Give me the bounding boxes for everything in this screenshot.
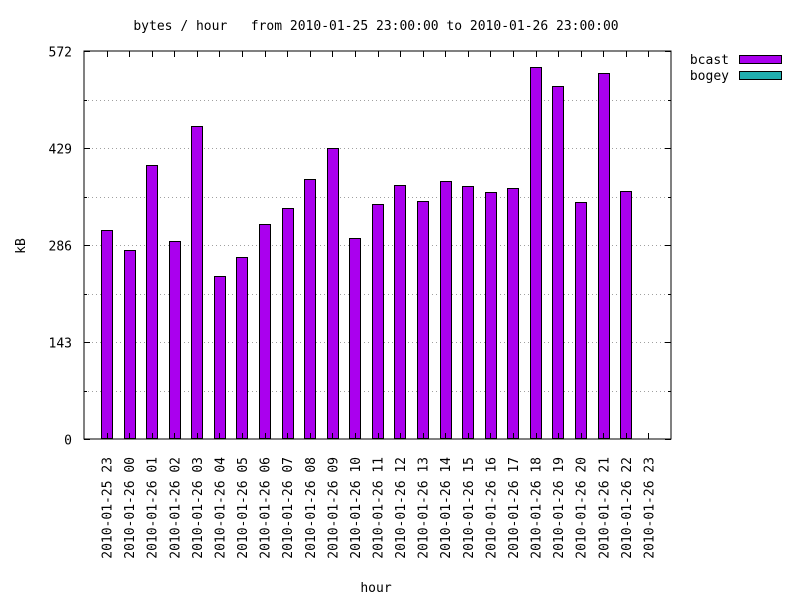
- bar-bcast: [372, 204, 384, 439]
- y-tick-label: 429: [49, 143, 72, 158]
- bar-bcast: [598, 73, 610, 439]
- x-tick-label: 2010-01-26 19: [552, 457, 567, 559]
- x-tick-label: 2010-01-26 02: [168, 457, 183, 559]
- x-tick-label: 2010-01-26 21: [597, 457, 612, 559]
- x-tick-label: 2010-01-26 13: [417, 457, 432, 559]
- x-tick-label: 2010-01-26 17: [507, 457, 522, 559]
- bar-bcast: [394, 185, 406, 439]
- bar-bcast: [327, 148, 339, 439]
- x-tick-label: 2010-01-26 16: [484, 457, 499, 559]
- x-tick-label: 2010-01-26 12: [394, 457, 409, 559]
- bar-bcast: [575, 202, 587, 439]
- bars: [101, 67, 632, 439]
- bar-bcast: [417, 201, 429, 439]
- bar-bcast: [485, 192, 497, 439]
- bar-bcast: [462, 186, 474, 439]
- bar-bcast: [530, 67, 542, 439]
- x-tick-label: 2010-01-26 23: [642, 457, 657, 559]
- y-tick-label: 0: [64, 434, 72, 449]
- x-tick-label: 2010-01-26 22: [620, 457, 635, 559]
- legend-swatch-bogey: [739, 71, 782, 80]
- bar-bcast: [620, 191, 632, 439]
- x-tick-label: 2010-01-26 14: [439, 457, 454, 559]
- y-tick-label: 286: [49, 240, 72, 255]
- chart-title: bytes / hour from 2010-01-25 23:00:00 to…: [133, 19, 618, 34]
- bar-bcast: [169, 241, 181, 439]
- x-tick-label: 2010-01-26 15: [462, 457, 477, 559]
- x-tick-label: 2010-01-26 09: [326, 457, 341, 559]
- y-tick-label: 143: [49, 337, 72, 352]
- x-tick-labels: 2010-01-25 23 2010-01-26 00 2010-01-26 01 2…: [101, 457, 658, 559]
- bar-bcast: [259, 224, 271, 439]
- bar-bcast: [236, 257, 248, 439]
- x-tick-label: 2010-01-26 04: [213, 457, 228, 559]
- bar-bcast: [214, 276, 226, 439]
- bar-bcast: [507, 188, 519, 439]
- x-tick-label: 2010-01-26 07: [281, 457, 296, 559]
- x-tick-label: 2010-01-26 10: [349, 457, 364, 559]
- bar-bcast: [304, 179, 316, 439]
- bar-bcast: [191, 126, 203, 439]
- x-tick-label: 2010-01-25 23: [101, 457, 116, 559]
- x-tick-label: 2010-01-26 18: [530, 457, 545, 559]
- legend-label-bogey: bogey: [690, 69, 729, 84]
- x-tick-label: 2010-01-26 01: [146, 457, 161, 559]
- legend-swatch-bcast: [739, 55, 782, 64]
- x-axis-label: hour: [360, 581, 391, 596]
- x-tick-label: 2010-01-26 08: [304, 457, 319, 559]
- x-tick-label: 2010-01-26 03: [191, 457, 206, 559]
- bar-bcast: [282, 208, 294, 439]
- bar-bcast: [124, 250, 136, 439]
- bar-bcast: [552, 86, 564, 439]
- legend-label-bcast: bcast: [690, 53, 729, 68]
- ticks: [84, 51, 671, 440]
- bar-bcast: [146, 165, 158, 439]
- y-axis-label: kB: [14, 238, 29, 254]
- bar-bcast: [440, 181, 452, 439]
- y-tick-labels: 0 143 286 429 572: [49, 46, 72, 449]
- x-tick-label: 2010-01-26 05: [236, 457, 251, 559]
- y-tick-label: 572: [49, 46, 72, 61]
- x-tick-label: 2010-01-26 00: [123, 457, 138, 559]
- x-tick-label: 2010-01-26 11: [372, 457, 387, 559]
- bar-bcast: [101, 230, 113, 439]
- x-tick-label: 2010-01-26 20: [575, 457, 590, 559]
- x-tick-label: 2010-01-26 06: [259, 457, 274, 559]
- bar-bcast: [349, 238, 361, 439]
